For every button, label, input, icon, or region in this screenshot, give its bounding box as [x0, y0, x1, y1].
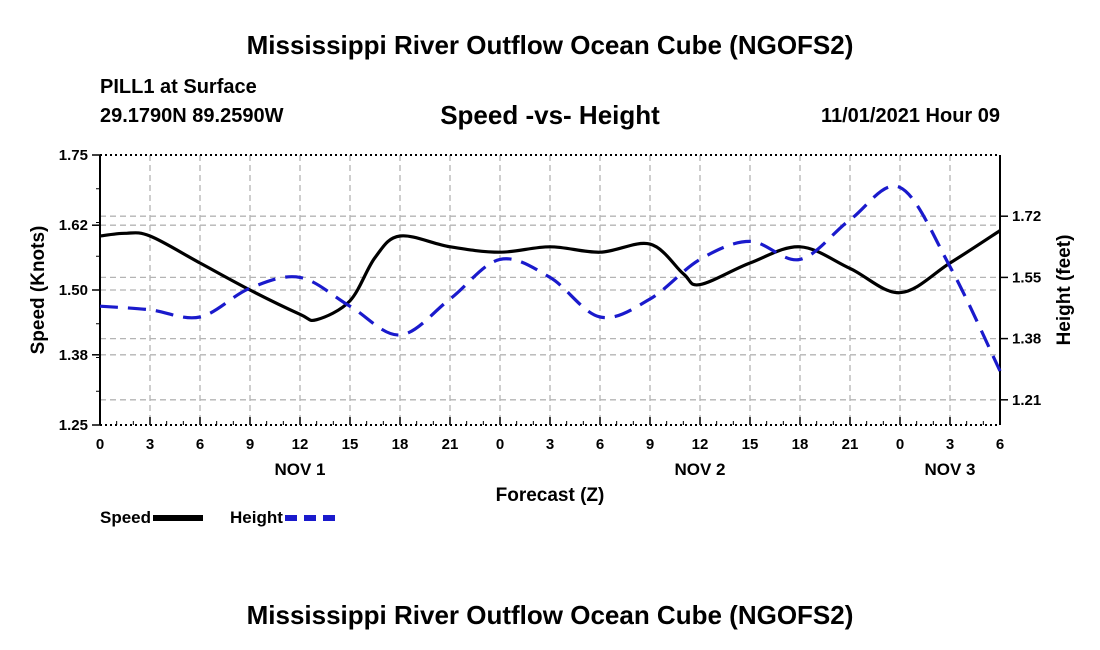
legend-speed: Speed [100, 508, 204, 528]
y-tick-label-right: 1.55 [1012, 269, 1041, 286]
x-tick-label: 0 [896, 436, 904, 453]
x-tick-label: 0 [96, 436, 104, 453]
y-tick-label-left: 1.62 [59, 217, 88, 234]
x-tick-label: 6 [196, 436, 204, 453]
x-tick-label: 12 [692, 436, 709, 453]
y-tick-label-left: 1.25 [59, 417, 88, 434]
legend-height-label: Height [230, 508, 283, 527]
legend-speed-swatch [153, 515, 204, 521]
y-tick-label-right: 1.72 [1012, 208, 1041, 225]
day-label: NOV 1 [274, 460, 325, 479]
y-tick-label-left: 1.50 [59, 282, 88, 299]
day-label: NOV 2 [674, 460, 725, 479]
x-tick-label: 3 [546, 436, 554, 453]
x-tick-label: 6 [996, 436, 1004, 453]
x-tick-label: 15 [342, 436, 359, 453]
y-tick-label-right: 1.21 [1012, 392, 1041, 409]
repeated-chart-title: Mississippi River Outflow Ocean Cube (NG… [246, 600, 854, 630]
x-tick-label: 21 [842, 436, 859, 453]
station-label: PILL1 at Surface [100, 76, 257, 98]
x-tick-label: 6 [596, 436, 604, 453]
x-tick-label: 9 [246, 436, 254, 453]
y-tick-label-right: 1.38 [1012, 331, 1041, 348]
chart-subtitle: Speed -vs- Height [440, 100, 660, 130]
x-tick-label: 12 [292, 436, 309, 453]
chart-title: Mississippi River Outflow Ocean Cube (NG… [246, 30, 854, 60]
x-tick-label: 18 [792, 436, 809, 453]
legend-height-swatch [284, 515, 335, 521]
y-axis-label-right: Height (feet) [1054, 235, 1075, 346]
x-tick-label: 9 [646, 436, 654, 453]
x-tick-label: 15 [742, 436, 759, 453]
x-tick-label: 0 [496, 436, 504, 453]
legend-height: Height [230, 508, 335, 528]
x-tick-label: 21 [442, 436, 459, 453]
x-tick-label: 3 [946, 436, 954, 453]
day-label: NOV 3 [924, 460, 975, 479]
legend-speed-label: Speed [100, 508, 152, 527]
y-tick-label-left: 1.38 [59, 347, 88, 364]
x-tick-label: 18 [392, 436, 409, 453]
y-axis-label-left: Speed (Knots) [28, 226, 49, 355]
station-coordinates: 29.1790N 89.2590W [100, 105, 284, 127]
forecast-datetime: 11/01/2021 Hour 09 [820, 105, 1000, 127]
y-tick-label-left: 1.75 [59, 147, 88, 164]
x-tick-label: 3 [146, 436, 154, 453]
x-axis-label: Forecast (Z) [496, 485, 605, 506]
